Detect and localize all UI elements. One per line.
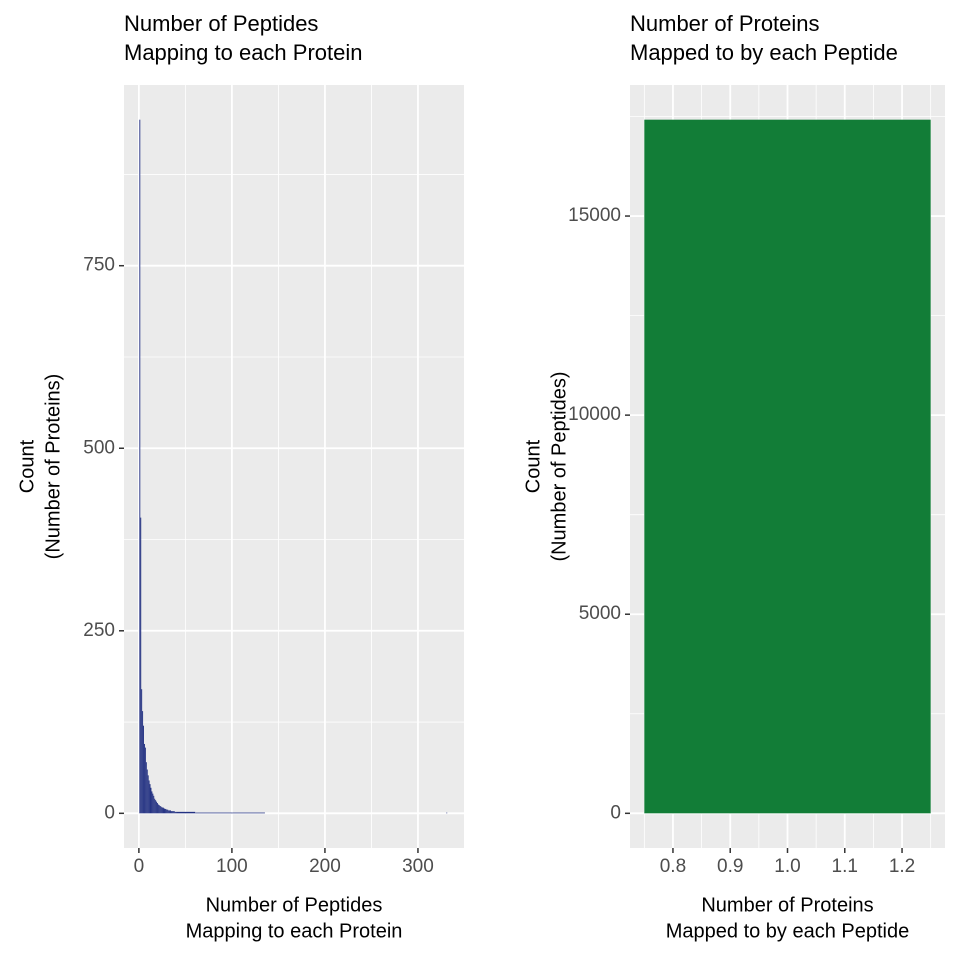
bar [176,811,196,814]
bar [165,808,167,814]
bar [152,793,154,814]
bar [144,747,146,814]
bar [140,517,142,814]
bar [175,811,177,814]
x-tick-label: 300 [402,856,434,877]
bar [168,810,170,814]
y-axis-title: (Number of Proteins) [42,374,64,560]
bar [139,119,141,814]
x-tick-label: 1.2 [889,856,915,877]
bar [167,809,169,814]
x-tick-label: 200 [309,856,341,877]
bar [147,775,149,814]
x-tick-label: 0.9 [717,856,743,877]
bar [143,725,144,814]
y-tick-label: 15000 [568,205,621,226]
bar [161,807,163,814]
bar [141,689,143,814]
x-axis-title: Number of Peptides [206,894,383,916]
chart-title: Mapped to by each Peptide [630,40,898,65]
bar [153,795,155,814]
bar [446,812,448,814]
x-tick-label: 1.0 [774,856,800,877]
bar [148,780,150,814]
bar [142,711,144,814]
bar [232,812,265,814]
y-tick-label: 250 [83,620,115,641]
bar [146,769,148,814]
bar [154,798,156,814]
bar [169,810,171,814]
bar [156,801,158,814]
y-tick-label: 0 [104,802,115,823]
bar [172,811,174,814]
bar [155,800,157,814]
bar [159,806,161,814]
bar [158,805,160,814]
x-axis-title: Number of Proteins [701,894,873,916]
bar [170,810,171,814]
bar [163,808,165,814]
bar [160,806,162,814]
bar [149,784,151,814]
bar [174,811,176,814]
y-tick-label: 0 [610,802,621,823]
chart-title: Number of Proteins [630,11,820,36]
bar [157,803,158,814]
y-axis-title: Count [16,439,38,493]
x-tick-label: 0.8 [660,856,686,877]
chart-title: Number of Peptides [124,11,318,36]
bar [166,809,168,814]
bar [157,804,159,814]
bar [644,119,931,814]
bar [145,762,147,814]
panel-background [124,85,464,848]
bar [170,811,172,814]
bar [151,791,153,814]
bar [195,812,233,814]
chart-title: Mapping to each Protein [124,40,363,65]
y-axis-title: (Number of Peptides) [548,371,570,561]
y-tick-label: 750 [83,255,115,276]
x-axis-title: Mapping to each Protein [186,920,403,942]
x-tick-label: 1.1 [832,856,858,877]
y-axis-title: Count [522,439,544,493]
bar [162,807,164,814]
y-tick-label: 500 [83,437,115,458]
y-tick-label: 10000 [568,404,621,425]
bar [173,811,175,814]
bar [164,808,166,814]
bar [150,787,152,814]
x-axis-title: Mapped to by each Peptide [666,920,910,942]
bar [144,743,145,814]
bar [171,811,173,814]
y-tick-label: 5000 [579,603,621,624]
x-tick-label: 0 [134,856,145,877]
x-tick-label: 100 [216,856,248,877]
